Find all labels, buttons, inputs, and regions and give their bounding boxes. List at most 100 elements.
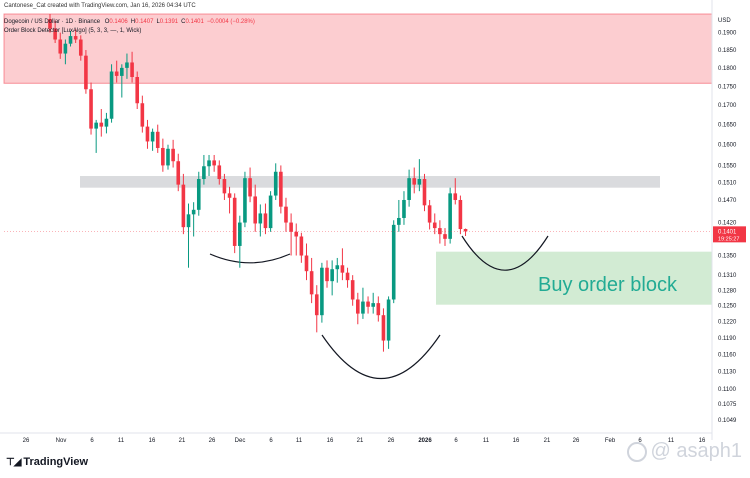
time-tick-label: 16 xyxy=(699,438,706,444)
candle-body xyxy=(402,199,406,218)
price-tick-label: 0.1220 xyxy=(718,320,737,326)
candle-body xyxy=(186,214,191,228)
time-tick-label: 26 xyxy=(209,438,216,444)
candle-body xyxy=(84,55,88,90)
symbol-legend[interactable]: Dogecoin / US Dollar · 1D · Binance O0.1… xyxy=(4,18,255,26)
candle-body xyxy=(171,148,175,162)
watermark-icon xyxy=(626,441,647,462)
time-tick-label: 16 xyxy=(513,438,520,444)
ohlc-label: O xyxy=(104,19,110,25)
watermark: @ asaph1 xyxy=(626,440,742,463)
zone-resistance xyxy=(80,176,660,188)
candle xyxy=(386,296,391,349)
candle xyxy=(161,138,165,172)
arcs-layer xyxy=(209,235,549,380)
price-tick-label: 0.1550 xyxy=(718,163,737,169)
candle xyxy=(320,262,324,323)
candle-body xyxy=(345,272,350,281)
candle xyxy=(397,199,401,232)
candle xyxy=(294,223,299,256)
candle-body xyxy=(366,301,370,307)
candle-body xyxy=(448,193,452,239)
candle-body xyxy=(89,89,93,129)
candle xyxy=(176,153,181,192)
candle xyxy=(89,82,93,135)
candle xyxy=(443,228,447,246)
time-tick-label: Dec xyxy=(235,438,246,444)
candle xyxy=(376,296,381,322)
candle xyxy=(222,173,227,200)
time-tick-label: 16 xyxy=(327,438,334,444)
candle xyxy=(284,197,288,232)
candle-body xyxy=(104,118,109,127)
candle-body xyxy=(202,166,206,180)
price-tick-label: 0.1600 xyxy=(718,143,737,149)
price-tick-label: 0.1049 xyxy=(718,418,737,424)
candle-body xyxy=(140,103,145,127)
candle xyxy=(289,213,293,256)
time-tick-label: 21 xyxy=(544,438,551,444)
candle xyxy=(268,191,273,232)
candle-body xyxy=(181,184,186,228)
candle xyxy=(150,128,155,151)
candle xyxy=(135,71,140,110)
ohlc-item: O0.1406 xyxy=(105,19,128,25)
candle xyxy=(417,159,422,192)
candle xyxy=(186,203,191,268)
candle-body xyxy=(361,301,365,314)
price-tick-label: 0.1350 xyxy=(718,254,737,260)
candle-body xyxy=(253,196,257,224)
candle-body xyxy=(232,197,237,246)
candle xyxy=(130,51,134,83)
candle-body xyxy=(340,265,345,273)
time-tick-label: 6 xyxy=(269,438,273,444)
candle-body xyxy=(135,77,140,104)
candle-body xyxy=(443,234,447,239)
candle-body xyxy=(53,28,57,40)
candle-body xyxy=(196,179,201,210)
candle xyxy=(258,204,263,237)
candle-body xyxy=(463,229,468,232)
price-axis[interactable]: USD 0.1900 0.1850 0.1800 0.1750 0.1700 0.1650 0… xyxy=(711,0,746,440)
candle xyxy=(227,186,232,214)
symbol-name[interactable]: Dogecoin / US Dollar · 1D · Binance xyxy=(4,19,101,25)
candle-body xyxy=(268,195,273,229)
candle-body xyxy=(412,178,417,185)
price-tick-label: 0.1850 xyxy=(718,48,737,54)
time-axis[interactable]: 26 Nov 6 11 16 21 26 Dec 6 11 16 21 26 2026 6 11 16 21 26 F… xyxy=(0,432,712,444)
candle-body xyxy=(130,62,134,78)
candle-body xyxy=(243,178,247,223)
price-tick-label: 0.1700 xyxy=(718,103,737,109)
candle-body xyxy=(371,303,375,307)
candle xyxy=(238,215,242,268)
candle-body xyxy=(304,255,309,272)
time-tick-label: 26 xyxy=(573,438,580,444)
last-price-value: 0.1401 xyxy=(718,229,737,235)
time-tick-label: 2026 xyxy=(418,438,432,444)
indicator-legend[interactable]: Order Block Detector [LuxAlgo] (5, 3, 3,… xyxy=(4,28,142,34)
price-tick-label: 0.1800 xyxy=(718,66,737,72)
candle-body xyxy=(263,213,268,229)
candle-body xyxy=(150,131,155,142)
candle xyxy=(196,171,201,216)
price-tick-label: 0.1130 xyxy=(718,370,737,376)
candle-body xyxy=(155,131,160,148)
candle-body xyxy=(320,267,324,316)
candle xyxy=(340,248,345,281)
candle xyxy=(361,287,365,319)
candle-body xyxy=(73,36,78,40)
ohlc-value: 0.1406 xyxy=(109,19,128,25)
candle xyxy=(94,119,98,153)
time-tick-label: 21 xyxy=(179,438,186,444)
ohlc-item: H0.1407 xyxy=(131,19,154,25)
candle xyxy=(99,109,104,137)
candle xyxy=(279,165,283,214)
ohlc-values: O0.1406 H0.1407 L0.1391 C0.1401 −0.0004 (−0.… xyxy=(102,19,255,25)
created-by-line: Cantonese_Cat created with TradingView.c… xyxy=(4,3,196,9)
price-tick-label: 0.1100 xyxy=(718,387,737,393)
candle xyxy=(181,173,186,235)
candle-body xyxy=(125,62,129,68)
price-tick-label: 0.1160 xyxy=(718,352,737,358)
tradingview-brand[interactable]: ⊤◢ TradingView xyxy=(6,456,88,468)
candle-body xyxy=(356,299,360,314)
